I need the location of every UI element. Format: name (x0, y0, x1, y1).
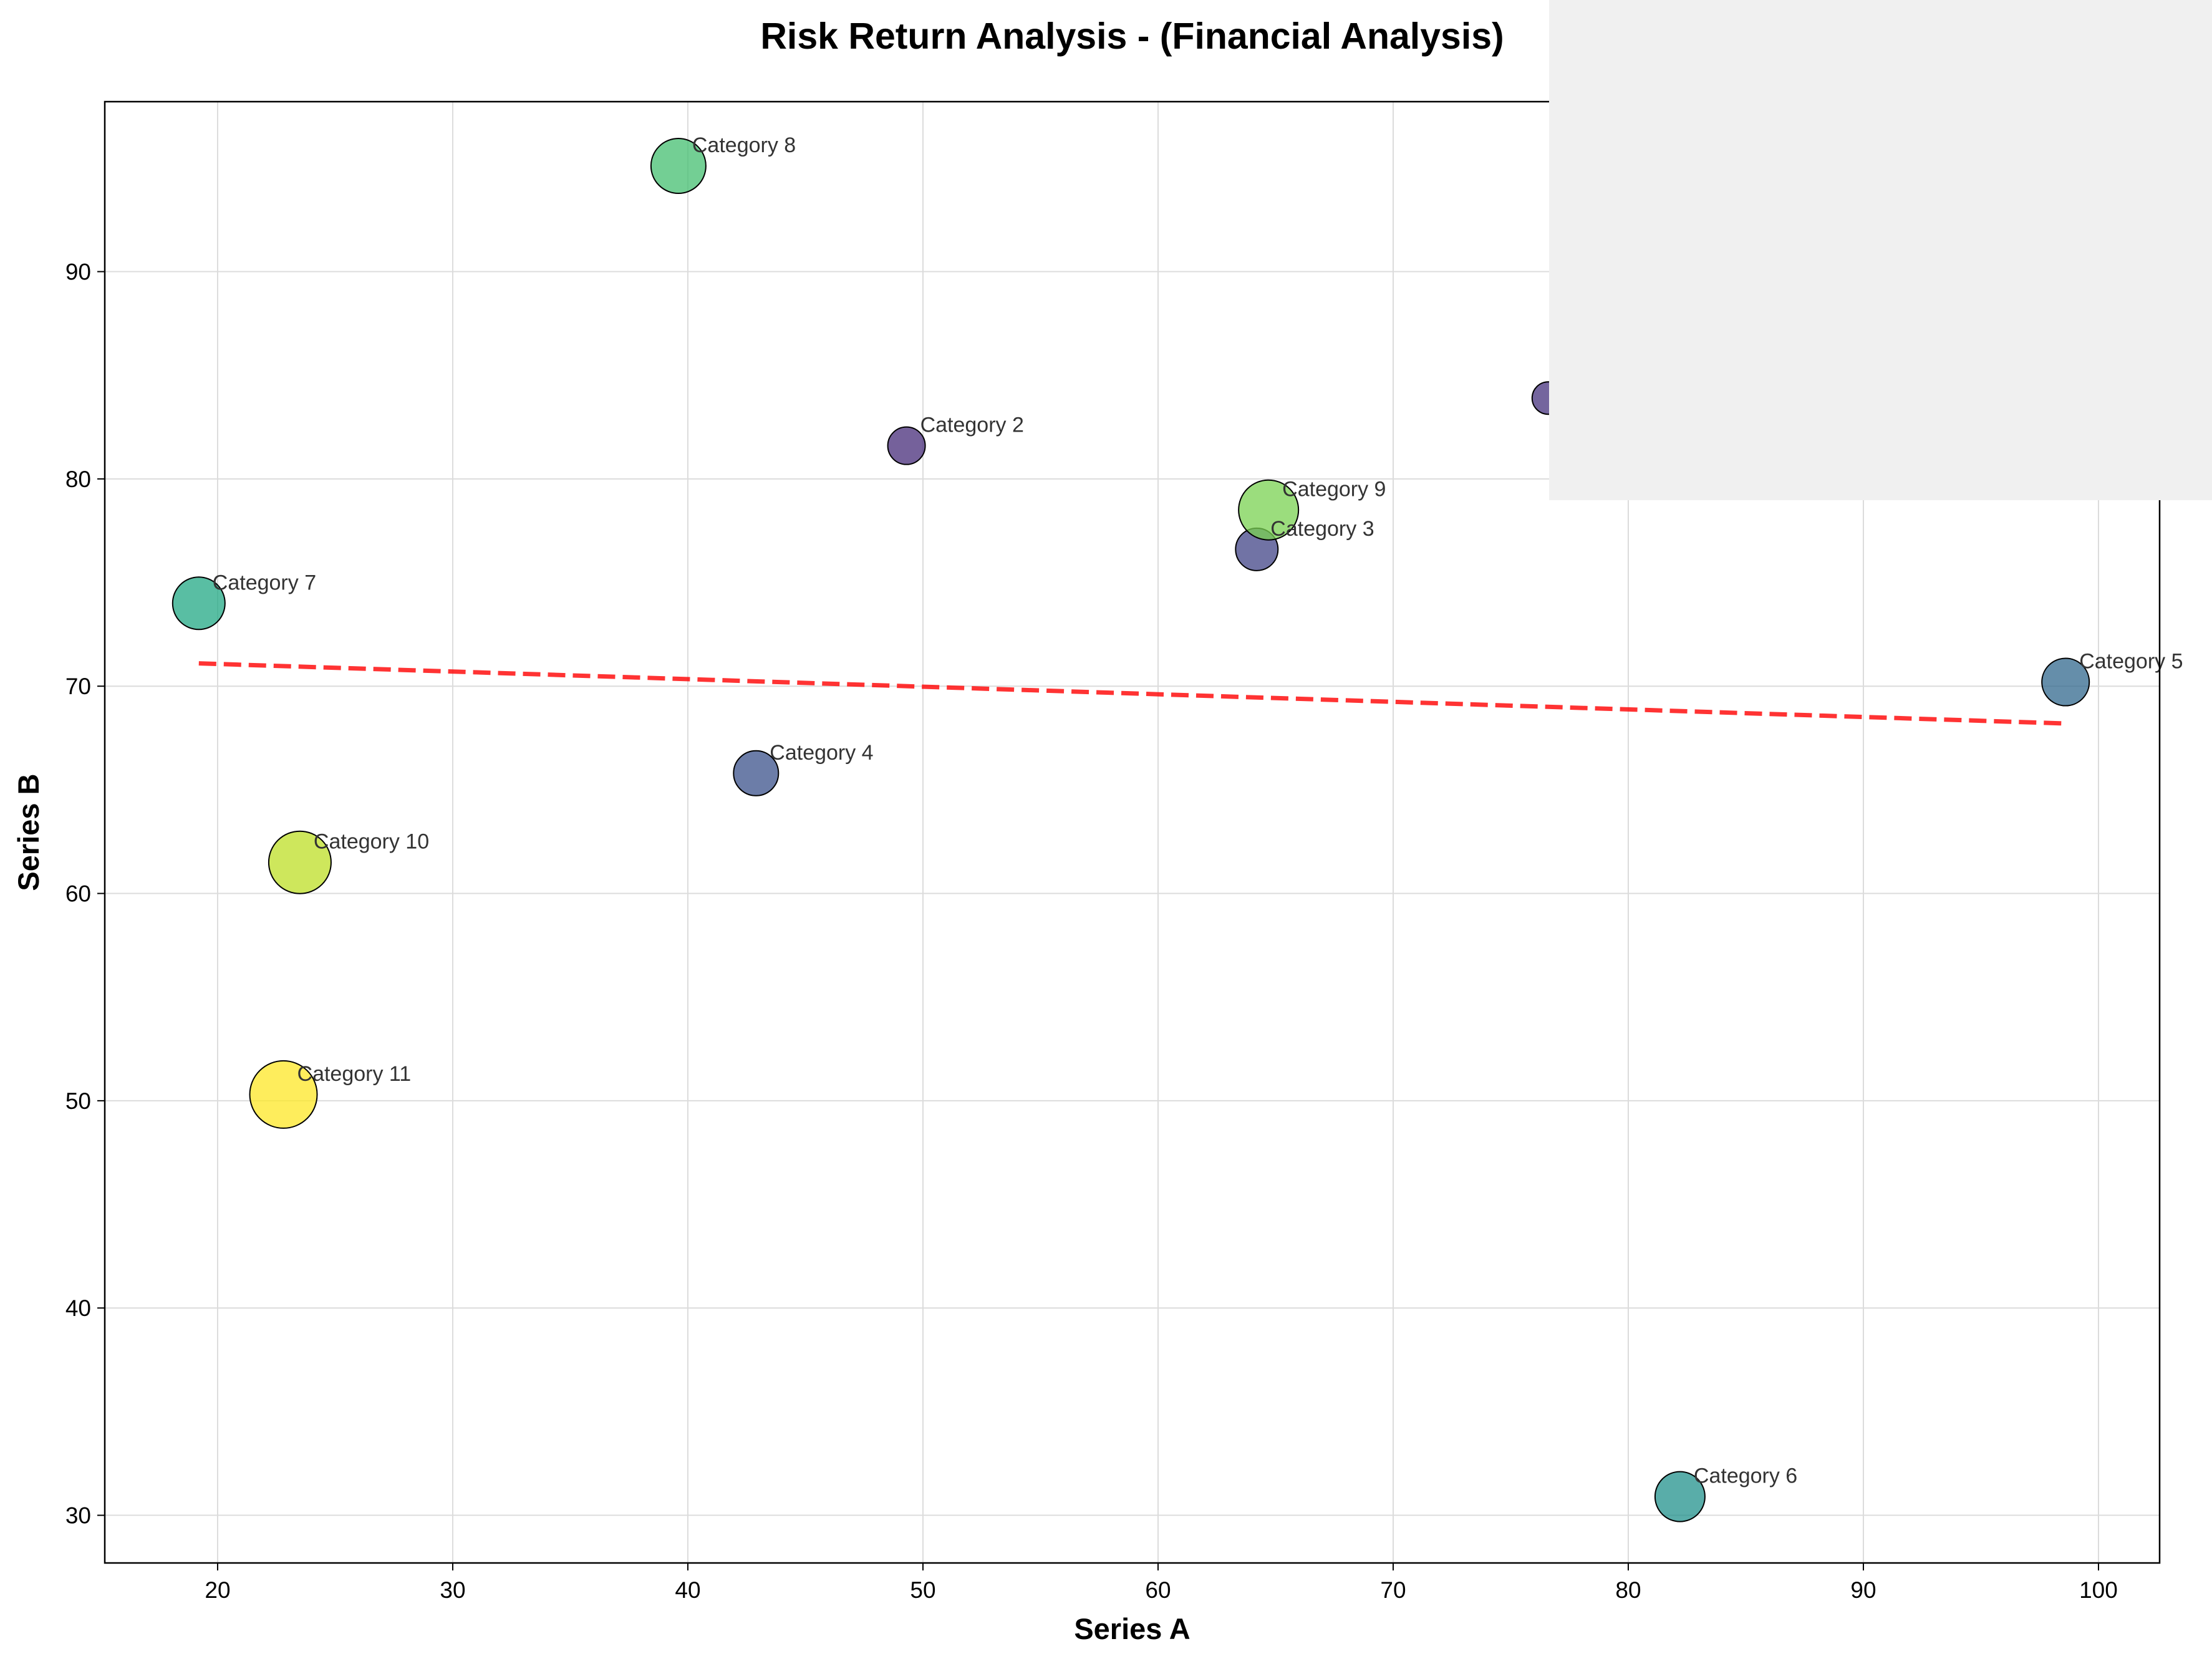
point-labels-layer: Category 2 Category 3 Category 4 Category 5… (213, 133, 2183, 1488)
chart-title: Risk Return Analysis - (Financial Analys… (760, 16, 1504, 57)
grid (105, 102, 2160, 1563)
scatter-point (249, 1060, 318, 1129)
x-tick-label: 50 (910, 1577, 935, 1603)
x-tick-label: 20 (205, 1577, 230, 1603)
scatter-point (1654, 1471, 1706, 1522)
y-tick-label: 30 (65, 1503, 91, 1529)
y-tick-label: 40 (65, 1295, 91, 1321)
y-axis-label: Series B (12, 773, 45, 891)
scatter-point (650, 138, 707, 195)
scatter-point (2041, 657, 2090, 707)
point-label: Category 7 (213, 571, 316, 594)
y-tick-label: 90 (65, 259, 91, 285)
overlay-panel (1549, 0, 2212, 500)
point-label: Category 6 (1694, 1464, 1797, 1488)
point-label: Category 8 (692, 133, 796, 157)
point-label: Category 5 (2079, 650, 2183, 674)
point-label: Category 3 (1270, 517, 1374, 541)
scatter-point (1238, 479, 1300, 541)
point-label: Category 11 (297, 1062, 412, 1086)
scatter-point (733, 750, 780, 796)
point-label: Category 10 (314, 830, 429, 854)
x-tick-label: 80 (1615, 1577, 1641, 1603)
ticks-layer: 20 30 40 50 60 70 80 90 100 30 40 50 60 70 80 90 (65, 259, 2118, 1603)
x-tick-label: 90 (1850, 1577, 1876, 1603)
points-layer (171, 138, 2090, 1522)
x-axis-label: Series A (1074, 1612, 1190, 1645)
y-tick-label: 60 (65, 881, 91, 907)
x-tick-label: 30 (440, 1577, 465, 1603)
x-tick-label: 100 (2079, 1577, 2118, 1603)
x-tick-label: 70 (1380, 1577, 1406, 1603)
trendline-layer (198, 661, 2066, 726)
scatter-point (171, 576, 226, 631)
point-label: Category 9 (1282, 478, 1386, 501)
x-tick-label: 60 (1145, 1577, 1171, 1603)
y-tick-label: 80 (65, 467, 91, 492)
plot-frame (104, 100, 2161, 1564)
point-label: Category 2 (920, 414, 1024, 437)
scatter-point (887, 426, 926, 465)
scatter-point (268, 830, 332, 894)
point-label: Category 4 (770, 741, 873, 765)
y-tick-label: 70 (65, 674, 91, 699)
x-tick-label: 40 (675, 1577, 700, 1603)
y-tick-label: 50 (65, 1088, 91, 1114)
trendline (198, 661, 2066, 726)
